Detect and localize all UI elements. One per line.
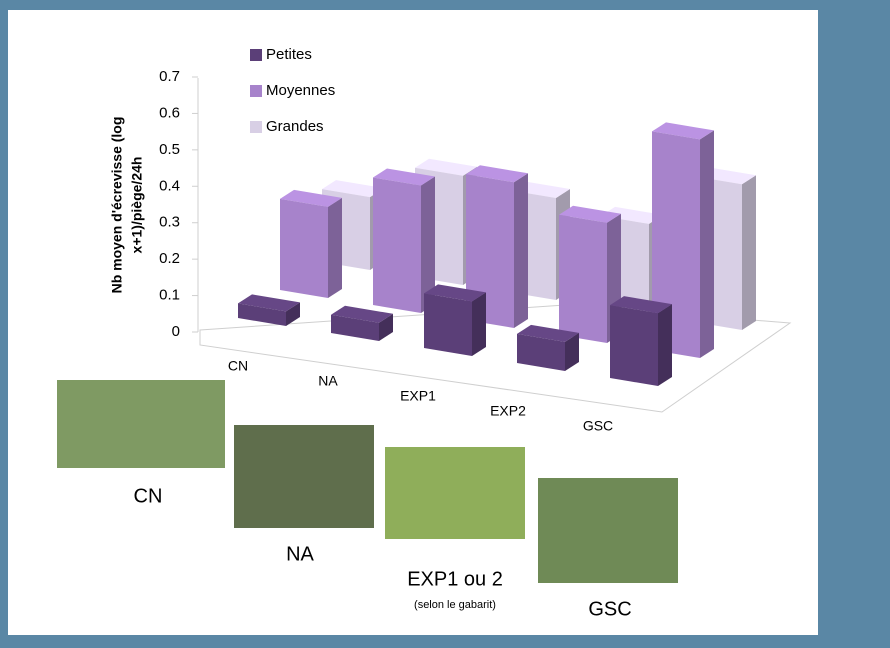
- bar-side: [514, 173, 528, 328]
- y-tick-label: 0.4: [159, 177, 180, 194]
- page: {"chart_data": {"type": "bar3d", "y_labe…: [0, 0, 890, 648]
- bar: [373, 178, 421, 314]
- bar: [280, 199, 328, 298]
- caption: CN: [134, 485, 163, 507]
- caption: GSC: [588, 598, 631, 620]
- figure: 0 0.1 0.2 0.3 0.4 0.5 0.6 0.7 CN NA EXP1 EXP2 GSC Pet…: [0, 0, 890, 648]
- legend-label: Grandes: [266, 118, 324, 135]
- y-tick-label: 0.3: [159, 214, 180, 231]
- photo-exp: [385, 447, 525, 539]
- x-tick-label: CN: [228, 358, 248, 374]
- photo-na: [234, 425, 374, 528]
- legend-swatch: [250, 49, 262, 61]
- y-tick-label: 0: [172, 323, 180, 340]
- bar-side: [658, 304, 672, 386]
- x-tick-label: EXP2: [490, 403, 526, 419]
- photo-gsc: [538, 478, 678, 583]
- photo-cn: [57, 380, 225, 468]
- legend-swatch: [250, 121, 262, 133]
- y-tick-label: 0.6: [159, 104, 180, 121]
- bar-side: [328, 198, 342, 298]
- y-tick-label: 0.7: [159, 68, 180, 85]
- caption: NA: [286, 543, 314, 565]
- caption: EXP1 ou 2: [407, 568, 503, 590]
- bar-side: [742, 175, 756, 330]
- bar-side: [472, 292, 486, 356]
- bar: [424, 293, 472, 356]
- y-tick-label: 0.2: [159, 250, 180, 267]
- legend-swatch: [250, 85, 262, 97]
- x-tick-label: GSC: [583, 418, 613, 434]
- y-tick-label: 0.5: [159, 141, 180, 158]
- bar: [610, 305, 658, 386]
- bar: [559, 215, 607, 343]
- x-tick-label: NA: [318, 373, 338, 389]
- legend-label: Moyennes: [266, 82, 335, 99]
- caption-note: (selon le gabarit): [414, 599, 496, 611]
- y-tick-label: 0.1: [159, 287, 180, 304]
- legend-label: Petites: [266, 46, 312, 63]
- y-axis-title: x+1)/piège/24h: [129, 157, 145, 254]
- x-tick-label: EXP1: [400, 388, 436, 404]
- y-axis-title: Nb moyen d'écrevisse (log: [109, 117, 125, 294]
- bar-side: [700, 130, 714, 358]
